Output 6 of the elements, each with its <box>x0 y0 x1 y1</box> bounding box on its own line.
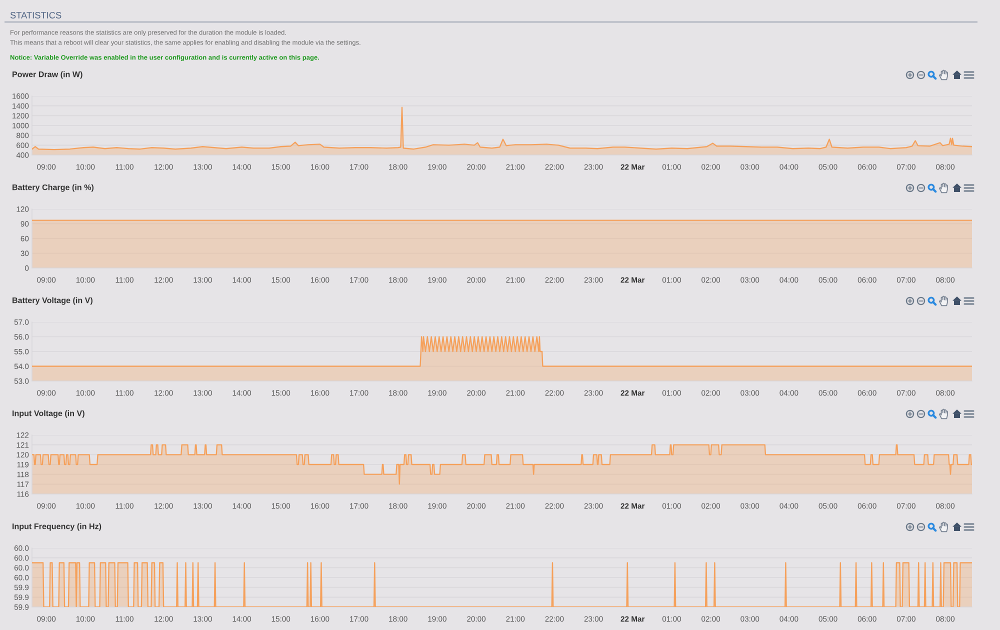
chart-title: Input Frequency (in Hz) <box>12 523 102 531</box>
text: STATISTICS <box>10 12 62 18</box>
chart-title: Input Voltage (in V) <box>12 410 84 418</box>
chart-title: Power Draw (in W) <box>12 71 82 79</box>
chart-title: Battery Charge (in %) <box>12 184 94 192</box>
chart-title: Battery Voltage (in V) <box>12 297 92 305</box>
